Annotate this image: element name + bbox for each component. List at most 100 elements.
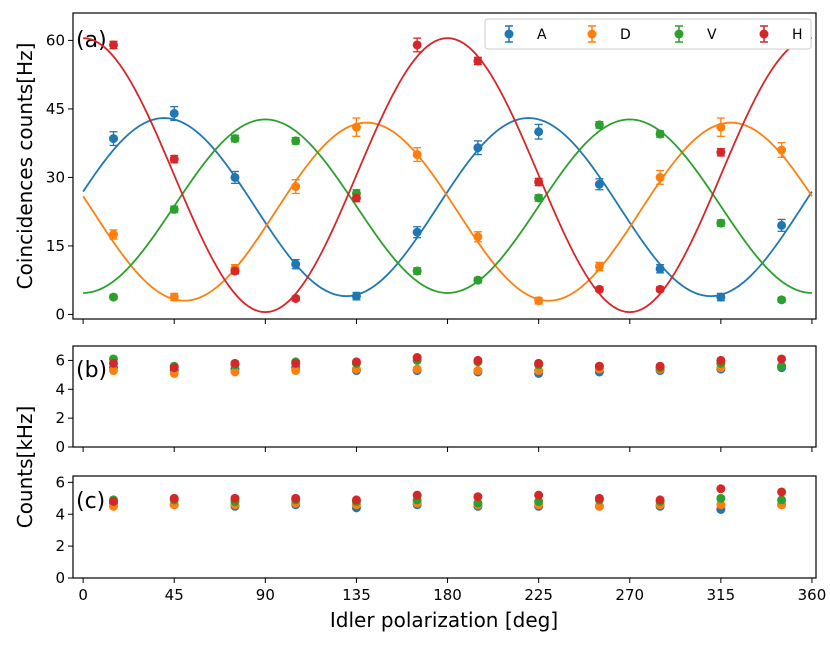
y-tick-label: 45 [46, 100, 65, 118]
point-v [230, 134, 240, 144]
point-d [777, 145, 787, 155]
point-d [594, 261, 604, 271]
point-h [594, 493, 604, 503]
point-h [412, 353, 422, 363]
point-a [716, 292, 726, 302]
point-a [108, 134, 118, 144]
panel-a-y-ticks: 0 15 30 45 60 [46, 31, 73, 323]
point-v [412, 266, 422, 276]
point-d [108, 366, 118, 376]
point-h [108, 497, 118, 506]
panel-a-points [108, 35, 787, 306]
point-v [534, 193, 544, 203]
legend-marker-v-dot [674, 29, 684, 39]
point-a [412, 227, 422, 237]
point-h [108, 40, 118, 50]
x-tick-label: 90 [256, 586, 275, 604]
y-tick-label: 15 [46, 237, 65, 255]
panel-c-frame [72, 475, 817, 579]
point-d [291, 182, 301, 192]
point-d [473, 366, 483, 376]
point-h [230, 266, 240, 276]
y-tick-label: 2 [55, 537, 65, 555]
point-d [351, 122, 361, 132]
point-v [777, 361, 787, 371]
x-tick-label: 360 [798, 586, 827, 604]
panel-a-fit-curves [82, 37, 813, 314]
point-h [655, 361, 665, 371]
point-h [655, 284, 665, 294]
point-a [473, 143, 483, 153]
point-h [594, 284, 604, 294]
point-a [777, 220, 787, 230]
panel-c-x-ticks: 0 45 90 135 180 225 270 315 360 [78, 578, 826, 604]
x-tick-label: 270 [615, 586, 644, 604]
x-axis-title: Idler polarization [deg] [330, 608, 558, 632]
panel-b-x-ticks [82, 447, 813, 452]
y-tick-label: 6 [55, 351, 65, 369]
point-v [594, 120, 604, 130]
point-h [291, 493, 301, 503]
point-v [473, 275, 483, 285]
panel-b-y-ticks: 0 2 4 6 [55, 351, 73, 456]
legend-marker-a-dot [504, 29, 514, 39]
y-tick-label: 6 [55, 473, 65, 491]
fit-curve-a [82, 117, 813, 298]
point-a [291, 259, 301, 269]
panel-a-label: (a) [76, 28, 107, 53]
legend-marker-d-dot [587, 29, 597, 39]
panel-b-label: (b) [76, 358, 107, 383]
panel-b: (b) 0 2 4 6 [55, 345, 817, 456]
point-h [351, 495, 361, 505]
x-tick-label: 180 [433, 586, 462, 604]
point-v [291, 136, 301, 146]
x-tick-label: 135 [342, 586, 371, 604]
point-h [473, 355, 483, 365]
y-tick-label: 30 [46, 168, 65, 186]
x-tick-label: 315 [707, 586, 736, 604]
point-d [655, 172, 665, 182]
panel-c-points [108, 484, 787, 514]
point-d [412, 364, 422, 374]
point-h [291, 293, 301, 303]
point-h [169, 363, 179, 373]
legend: A D V H [484, 18, 812, 50]
legend-label-h: H [792, 27, 803, 43]
point-v [473, 498, 483, 508]
y-tick-label: 2 [55, 409, 65, 427]
y-axis-title-bottom: Counts[kHz] [13, 406, 37, 529]
panel-b-points [108, 353, 787, 378]
point-a [169, 108, 179, 118]
point-a [534, 127, 544, 137]
y-tick-label: 60 [46, 31, 65, 49]
panel-c-y-ticks: 0 2 4 6 [55, 473, 73, 587]
panel-c: (c) 0 2 4 6 0 45 90 135 180 225 270 315 360 [55, 473, 826, 604]
point-d [108, 230, 118, 240]
y-tick-label: 4 [55, 505, 65, 523]
legend-label-d: D [620, 27, 631, 43]
point-h [291, 358, 301, 368]
legend-entry-h: H [759, 25, 803, 43]
point-h [655, 495, 665, 505]
x-tick-label: 225 [524, 586, 553, 604]
point-h [777, 354, 787, 364]
point-h [534, 177, 544, 187]
point-d [169, 292, 179, 302]
point-d [473, 232, 483, 242]
fit-curve-v [83, 118, 812, 294]
point-d [716, 500, 726, 510]
point-v [716, 493, 726, 503]
point-h [534, 490, 544, 500]
panel-a-error-bars [109, 36, 786, 305]
point-v [716, 218, 726, 228]
point-d [291, 366, 301, 376]
y-tick-label: 4 [55, 380, 65, 398]
point-h [716, 355, 726, 365]
point-h [108, 358, 118, 368]
legend-entry-d: D [587, 25, 631, 43]
legend-entry-v: V [674, 25, 717, 43]
point-h [412, 490, 422, 500]
y-axis-title-top: Coincidences counts[Hz] [13, 43, 37, 290]
legend-frame [484, 18, 812, 50]
point-v [169, 204, 179, 214]
